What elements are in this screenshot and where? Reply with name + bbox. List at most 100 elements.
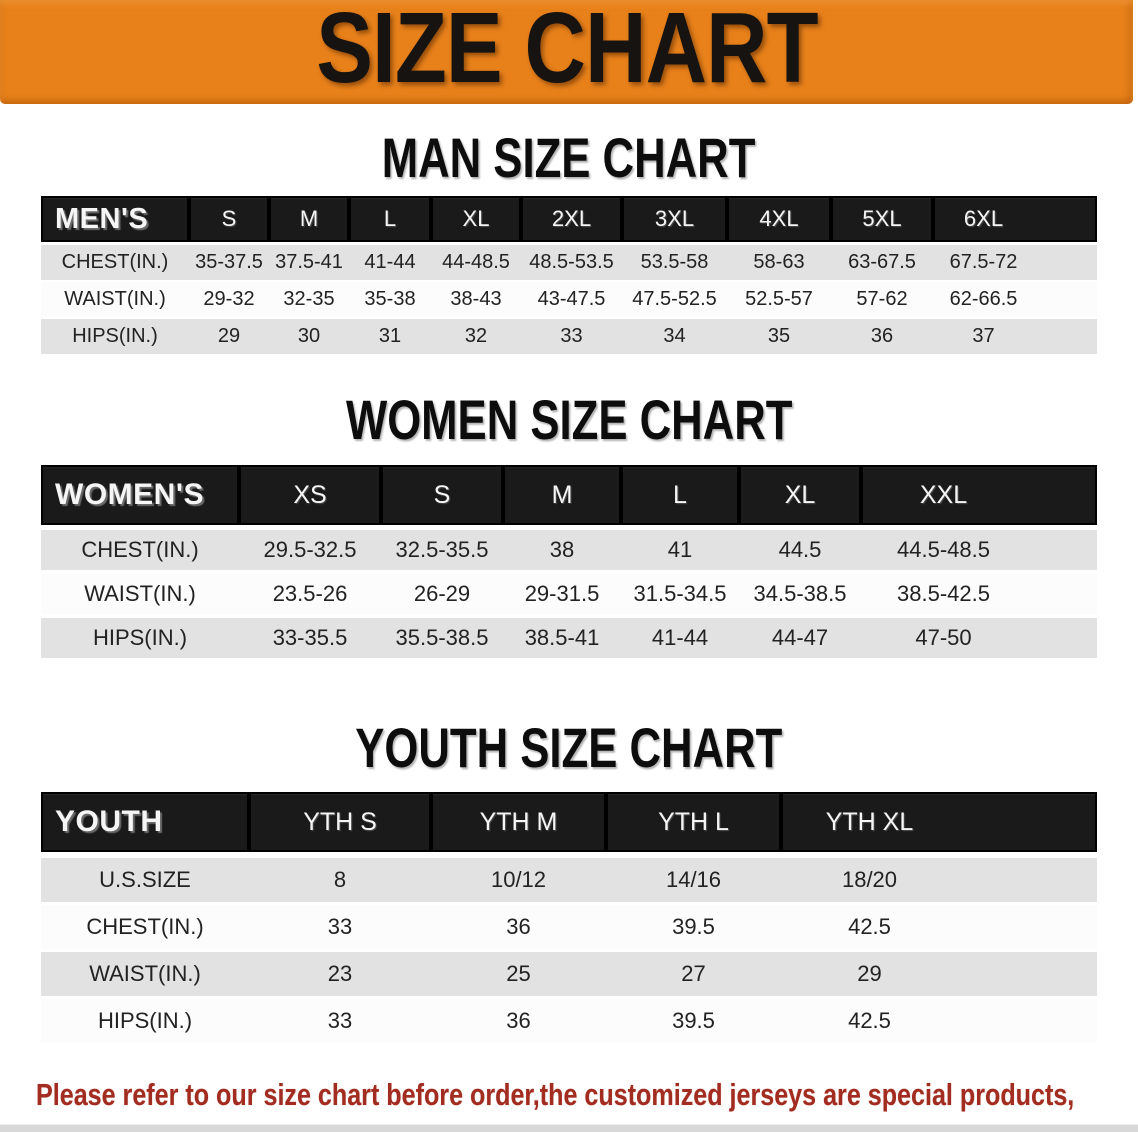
men-size-header-l: L (349, 196, 431, 245)
size-value-cell: 31.5-34.5 (621, 574, 739, 618)
size-value-cell: 39.5 (606, 999, 781, 1046)
size-value-cell: 32-35 (269, 282, 349, 319)
youth-waist-row: WAIST(IN.) 23 25 27 29 (41, 952, 1097, 999)
row-label: U.S.SIZE (41, 858, 249, 905)
size-value-cell: 32.5-35.5 (381, 530, 503, 574)
size-value-cell: 53.5-58 (622, 245, 727, 282)
women-size-chart-heading: WOMEN SIZE CHART (0, 392, 1138, 448)
size-value-cell: 35 (727, 319, 831, 356)
youth-table-label-header: YOUTH (41, 792, 249, 858)
size-value-cell: 62-66.5 (933, 282, 1097, 319)
women-size-header-s: S (381, 465, 503, 530)
size-value-cell: 35.5-38.5 (381, 618, 503, 662)
size-value-cell: 33 (249, 999, 431, 1046)
men-chest-row: CHEST(IN.) 35-37.5 37.5-41 41-44 44-48.5… (41, 245, 1097, 282)
size-value-cell: 44-47 (739, 618, 861, 662)
size-value-cell: 31 (349, 319, 431, 356)
youth-size-header-l: YTH L (606, 792, 781, 858)
men-size-table: MEN'S S M L XL 2XL 3XL 4XL 5XL 6XL CHEST… (41, 196, 1097, 356)
youth-size-header-m: YTH M (431, 792, 606, 858)
size-value-cell: 39.5 (606, 905, 781, 952)
size-value-cell: 63-67.5 (831, 245, 933, 282)
size-value-cell: 44-48.5 (431, 245, 521, 282)
women-size-header-xs: XS (239, 465, 381, 530)
women-chest-row: CHEST(IN.) 29.5-32.5 32.5-35.5 38 41 44.… (41, 530, 1097, 574)
youth-hips-row: HIPS(IN.) 33 36 39.5 42.5 (41, 999, 1097, 1046)
youth-chest-row: CHEST(IN.) 33 36 39.5 42.5 (41, 905, 1097, 952)
size-value-cell: 37.5-41 (269, 245, 349, 282)
youth-size-chart-section: YOUTH SIZE CHART YOUTH YTH S YTH M YTH L… (0, 720, 1138, 1046)
men-table-label-header: MEN'S (41, 196, 189, 245)
size-value-cell: 33-35.5 (239, 618, 381, 662)
women-size-table: WOMEN'S XS S M L XL XXL CHEST(IN.) 29.5-… (41, 465, 1097, 662)
size-value-cell: 23 (249, 952, 431, 999)
men-hips-row: HIPS(IN.) 29 30 31 32 33 34 35 36 37 (41, 319, 1097, 356)
size-value-cell: 42.5 (781, 999, 1097, 1046)
youth-ussize-row: U.S.SIZE 8 10/12 14/16 18/20 (41, 858, 1097, 905)
size-value-cell: 44.5-48.5 (861, 530, 1097, 574)
size-value-cell: 57-62 (831, 282, 933, 319)
women-size-header-l: L (621, 465, 739, 530)
row-label: HIPS(IN.) (41, 319, 189, 356)
banner: SIZE CHART (0, 0, 1133, 104)
women-size-header-xxl: XXL (861, 465, 1097, 530)
men-size-header-3xl: 3XL (622, 196, 727, 245)
man-size-chart-heading: MAN SIZE CHART (0, 130, 1138, 186)
youth-size-chart-heading: YOUTH SIZE CHART (0, 720, 1138, 776)
size-value-cell: 8 (249, 858, 431, 905)
size-value-cell: 43-47.5 (521, 282, 622, 319)
youth-size-header-xl: YTH XL (781, 792, 1097, 858)
women-table-label-header: WOMEN'S (41, 465, 239, 530)
men-table-header-row: MEN'S S M L XL 2XL 3XL 4XL 5XL 6XL (41, 196, 1097, 245)
youth-size-table: YOUTH YTH S YTH M YTH L YTH XL U.S.SIZE … (41, 792, 1097, 1046)
size-value-cell: 37 (933, 319, 1097, 356)
size-value-cell: 18/20 (781, 858, 1097, 905)
disclaimer: Please refer to our size chart before or… (36, 1072, 1138, 1132)
row-label: HIPS(IN.) (41, 618, 239, 662)
size-value-cell: 29 (189, 319, 269, 356)
row-label: CHEST(IN.) (41, 245, 189, 282)
size-value-cell: 34.5-38.5 (739, 574, 861, 618)
size-value-cell: 23.5-26 (239, 574, 381, 618)
row-label: WAIST(IN.) (41, 282, 189, 319)
man-size-chart-section: MAN SIZE CHART MEN'S S M L XL 2XL 3XL 4X… (0, 130, 1138, 356)
size-value-cell: 38-43 (431, 282, 521, 319)
row-label: WAIST(IN.) (41, 952, 249, 999)
size-value-cell: 25 (431, 952, 606, 999)
size-value-cell: 38 (503, 530, 621, 574)
size-value-cell: 26-29 (381, 574, 503, 618)
size-value-cell: 14/16 (606, 858, 781, 905)
women-waist-row: WAIST(IN.) 23.5-26 26-29 29-31.5 31.5-34… (41, 574, 1097, 618)
size-value-cell: 48.5-53.5 (521, 245, 622, 282)
size-value-cell: 42.5 (781, 905, 1097, 952)
size-value-cell: 36 (431, 905, 606, 952)
women-table-header-row: WOMEN'S XS S M L XL XXL (41, 465, 1097, 530)
men-size-header-xl: XL (431, 196, 521, 245)
size-value-cell: 33 (521, 319, 622, 356)
size-value-cell: 47.5-52.5 (622, 282, 727, 319)
row-label: WAIST(IN.) (41, 574, 239, 618)
men-size-header-4xl: 4XL (727, 196, 831, 245)
size-value-cell: 34 (622, 319, 727, 356)
size-value-cell: 35-37.5 (189, 245, 269, 282)
size-value-cell: 32 (431, 319, 521, 356)
size-value-cell: 47-50 (861, 618, 1097, 662)
men-size-header-2xl: 2XL (521, 196, 622, 245)
youth-size-header-s: YTH S (249, 792, 431, 858)
size-value-cell: 10/12 (431, 858, 606, 905)
size-value-cell: 41-44 (349, 245, 431, 282)
size-value-cell: 29-32 (189, 282, 269, 319)
size-value-cell: 30 (269, 319, 349, 356)
men-size-header-5xl: 5XL (831, 196, 933, 245)
size-value-cell: 58-63 (727, 245, 831, 282)
row-label: HIPS(IN.) (41, 999, 249, 1046)
size-value-cell: 29 (781, 952, 1097, 999)
size-value-cell: 29.5-32.5 (239, 530, 381, 574)
size-value-cell: 44.5 (739, 530, 861, 574)
disclaimer-line-1: Please refer to our size chart before or… (36, 1072, 1138, 1124)
men-waist-row: WAIST(IN.) 29-32 32-35 35-38 38-43 43-47… (41, 282, 1097, 319)
youth-heading-text: YOUTH SIZE CHART (355, 716, 783, 779)
size-value-cell: 33 (249, 905, 431, 952)
women-hips-row: HIPS(IN.) 33-35.5 35.5-38.5 38.5-41 41-4… (41, 618, 1097, 662)
